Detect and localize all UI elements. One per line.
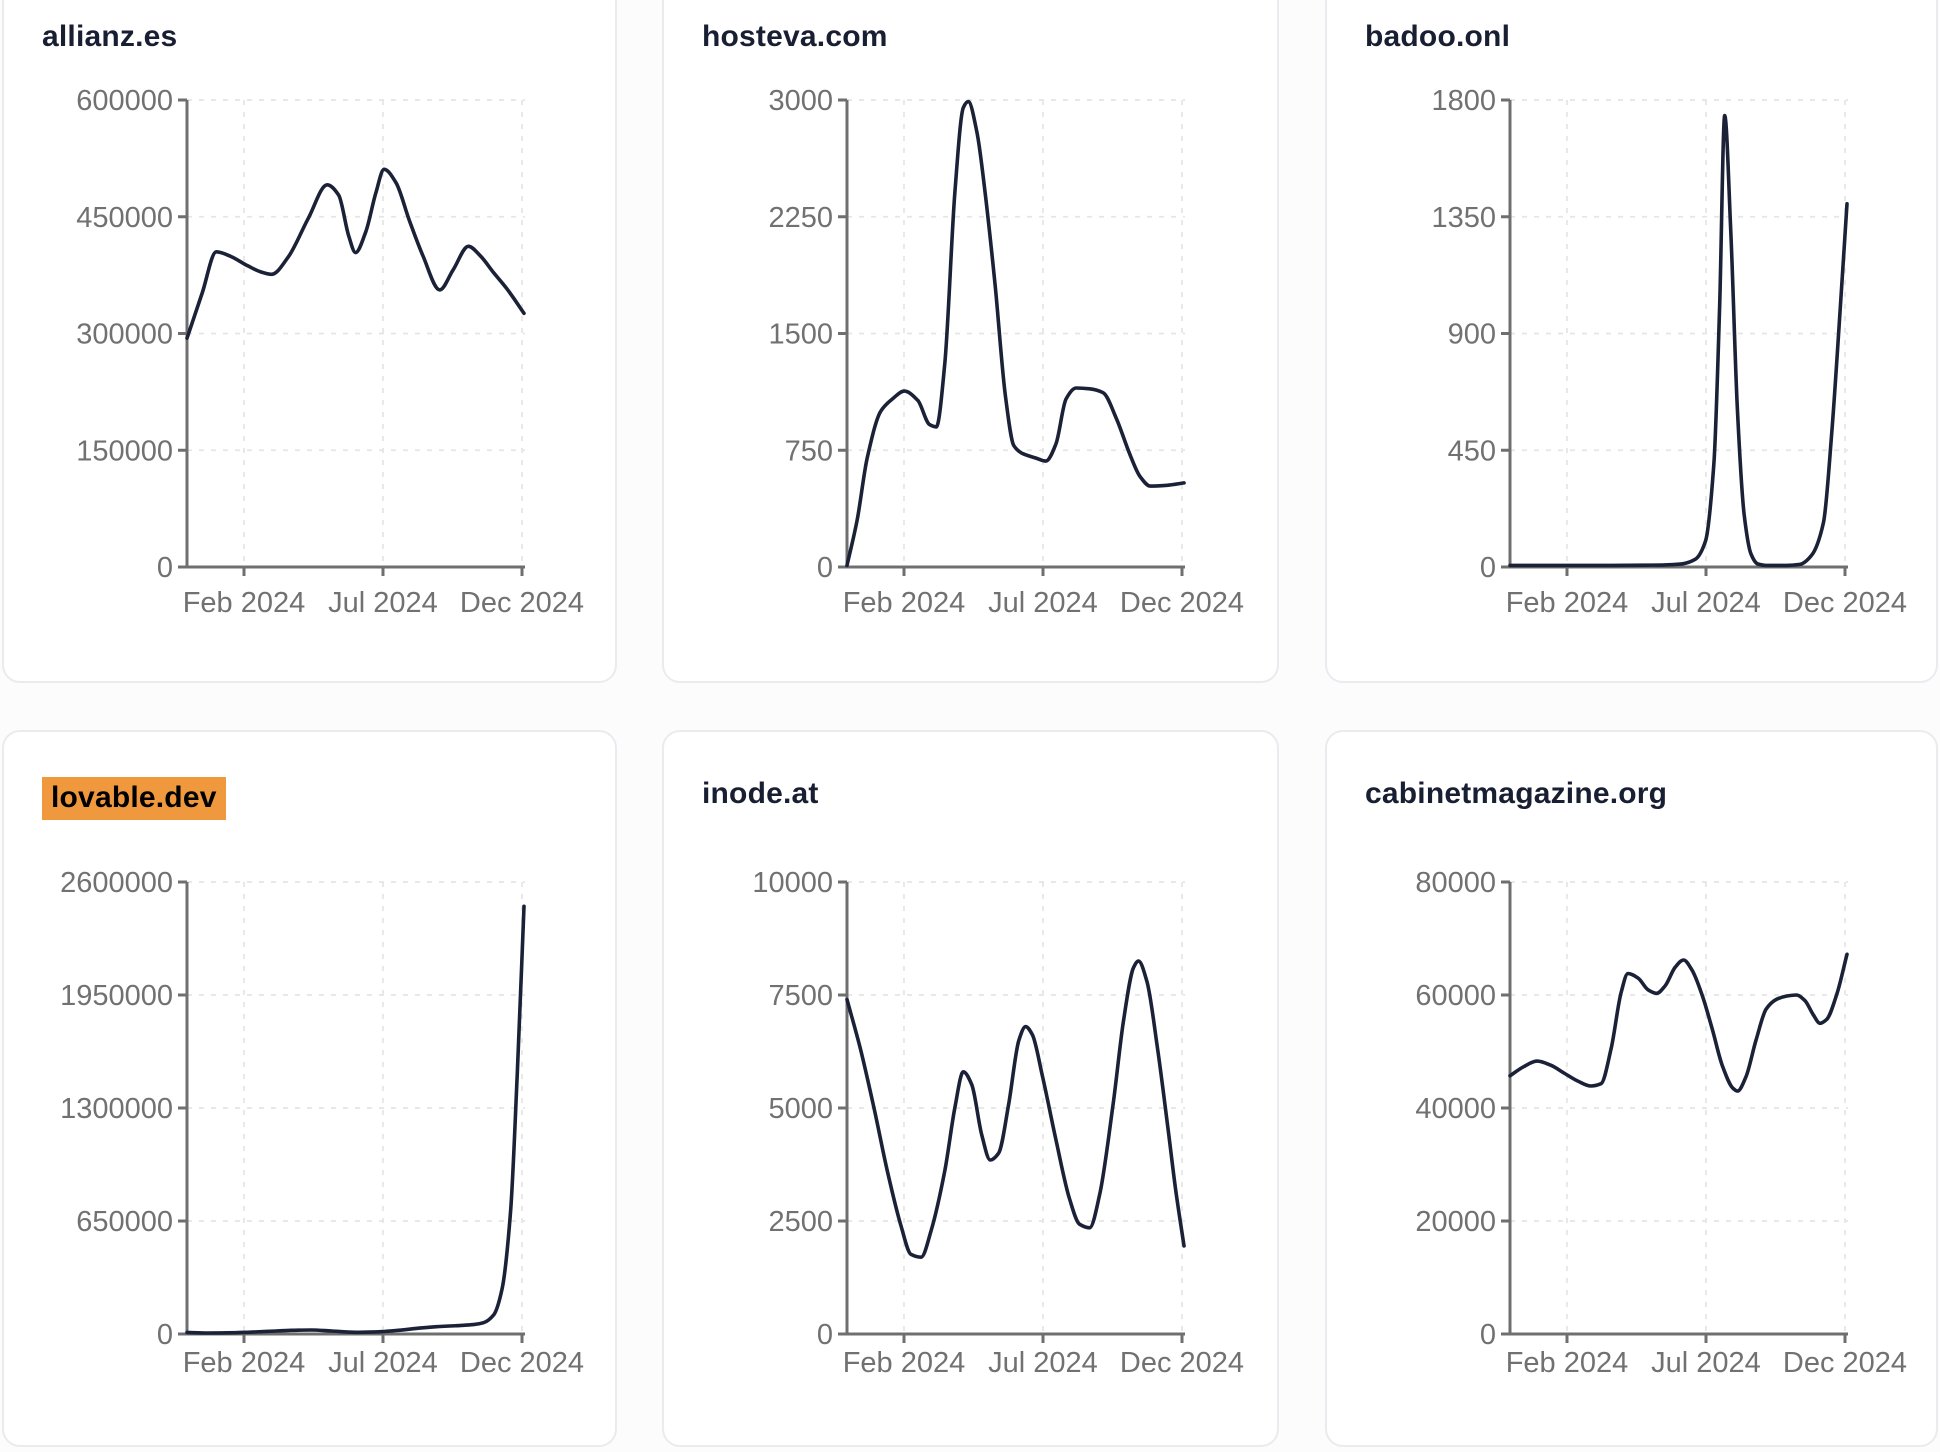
y-tick-label: 10000 bbox=[752, 867, 833, 899]
y-tick-label: 2600000 bbox=[60, 867, 173, 899]
series-line bbox=[185, 904, 526, 1335]
series-line bbox=[185, 167, 526, 340]
y-tick-label: 0 bbox=[157, 552, 173, 584]
y-tick-label: 900 bbox=[1448, 319, 1496, 351]
y-tick-label: 300000 bbox=[76, 319, 173, 351]
x-tick-label: Dec 2024 bbox=[1783, 1347, 1907, 1379]
y-tick-label: 0 bbox=[157, 1319, 173, 1351]
chart-title: inode.at bbox=[702, 777, 819, 812]
chart-card-cabinetmagazine-org: cabinetmagazine.org 0 20000 40000 60000 8000… bbox=[1325, 730, 1938, 1447]
chart-card-allianz-es: allianz.es 0 150000 300000 450000 600000 Feb … bbox=[2, 0, 617, 683]
y-tick-label: 0 bbox=[817, 552, 833, 584]
y-tick-label: 5000 bbox=[768, 1093, 833, 1125]
y-tick-label: 1350 bbox=[1431, 202, 1496, 234]
chart-title-text: hosteva.com bbox=[702, 20, 888, 53]
chart-title: badoo.onl bbox=[1365, 20, 1510, 55]
x-tick-label: Feb 2024 bbox=[183, 587, 306, 619]
y-tick-label: 2250 bbox=[768, 202, 833, 234]
traffic-line-chart-allianz-es: 0 150000 300000 450000 600000 Feb 2024 Jul 202… bbox=[76, 85, 584, 619]
x-tick-label: Dec 2024 bbox=[460, 1347, 584, 1379]
y-tick-label: 40000 bbox=[1415, 1093, 1496, 1125]
y-tick-label: 0 bbox=[817, 1319, 833, 1351]
chart-title-text: allianz.es bbox=[42, 20, 178, 53]
chart-title: lovable.dev bbox=[42, 777, 226, 820]
chart-card-lovable-dev: lovable.dev 0 650000 1300000 1950000 2600000… bbox=[2, 730, 617, 1447]
series-line bbox=[1508, 113, 1849, 568]
traffic-line-chart-inode-at: 0 2500 5000 7500 10000 Feb 2024 Jul 2024 Dec 20… bbox=[752, 867, 1244, 1379]
traffic-line-chart-badoo-onl: 0 450 900 1350 1800 Feb 2024 Jul 2024 Dec 2024 bbox=[1431, 85, 1907, 619]
y-tick-label: 600000 bbox=[76, 85, 173, 117]
y-tick-label: 750 bbox=[785, 435, 833, 467]
series-line bbox=[1508, 952, 1849, 1093]
series-line bbox=[845, 99, 1186, 568]
x-tick-label: Jul 2024 bbox=[328, 1347, 438, 1379]
y-tick-label: 0 bbox=[1480, 552, 1496, 584]
x-tick-label: Jul 2024 bbox=[328, 587, 438, 619]
chart-card-hosteva-com: hosteva.com 0 750 1500 2250 3000 Feb 2024 Jul … bbox=[662, 0, 1279, 683]
y-tick-label: 80000 bbox=[1415, 867, 1496, 899]
y-tick-label: 7500 bbox=[768, 980, 833, 1012]
x-tick-label: Dec 2024 bbox=[1120, 587, 1244, 619]
x-tick-label: Jul 2024 bbox=[988, 1347, 1098, 1379]
x-tick-label: Feb 2024 bbox=[183, 1347, 306, 1379]
traffic-line-chart-lovable-dev: 0 650000 1300000 1950000 2600000 Feb 2024 Jul … bbox=[60, 867, 584, 1379]
x-tick-label: Feb 2024 bbox=[1506, 1347, 1629, 1379]
chart-card-badoo-onl: badoo.onl 0 450 900 1350 1800 Feb 2024 Jul 202… bbox=[1325, 0, 1938, 683]
y-tick-label: 20000 bbox=[1415, 1206, 1496, 1238]
y-tick-label: 2500 bbox=[768, 1206, 833, 1238]
x-tick-label: Feb 2024 bbox=[843, 587, 966, 619]
y-tick-label: 1500 bbox=[768, 319, 833, 351]
y-tick-label: 60000 bbox=[1415, 980, 1496, 1012]
x-tick-label: Feb 2024 bbox=[843, 1347, 966, 1379]
series-line bbox=[845, 959, 1186, 1259]
x-tick-label: Jul 2024 bbox=[988, 587, 1098, 619]
y-tick-label: 150000 bbox=[76, 435, 173, 467]
chart-title-text: badoo.onl bbox=[1365, 20, 1511, 53]
y-tick-label: 650000 bbox=[76, 1206, 173, 1238]
y-tick-label: 1950000 bbox=[60, 980, 173, 1012]
y-tick-label: 1800 bbox=[1431, 85, 1496, 117]
x-tick-label: Jul 2024 bbox=[1651, 1347, 1761, 1379]
y-tick-label: 3000 bbox=[768, 85, 833, 117]
y-tick-label: 450 bbox=[1448, 435, 1496, 467]
chart-title: allianz.es bbox=[42, 20, 177, 55]
traffic-line-chart-hosteva-com: 0 750 1500 2250 3000 Feb 2024 Jul 2024 Dec 2024 bbox=[768, 85, 1244, 619]
chart-card-inode-at: inode.at 0 2500 5000 7500 10000 Feb 2024 Jul 2… bbox=[662, 730, 1279, 1447]
chart-title-text: lovable.dev bbox=[42, 777, 226, 820]
x-tick-label: Dec 2024 bbox=[1783, 587, 1907, 619]
chart-title: hosteva.com bbox=[702, 20, 888, 55]
x-tick-label: Jul 2024 bbox=[1651, 587, 1761, 619]
chart-title: cabinetmagazine.org bbox=[1365, 777, 1667, 812]
y-tick-label: 0 bbox=[1480, 1319, 1496, 1351]
chart-title-text: cabinetmagazine.org bbox=[1365, 777, 1668, 810]
traffic-line-chart-cabinetmagazine-org: 0 20000 40000 60000 80000 Feb 2024 Jul 2024 Dec… bbox=[1415, 867, 1907, 1379]
chart-title-text: inode.at bbox=[702, 777, 819, 810]
x-tick-label: Feb 2024 bbox=[1506, 587, 1629, 619]
x-tick-label: Dec 2024 bbox=[1120, 1347, 1244, 1379]
y-tick-label: 450000 bbox=[76, 202, 173, 234]
y-tick-label: 1300000 bbox=[60, 1093, 173, 1125]
x-tick-label: Dec 2024 bbox=[460, 587, 584, 619]
